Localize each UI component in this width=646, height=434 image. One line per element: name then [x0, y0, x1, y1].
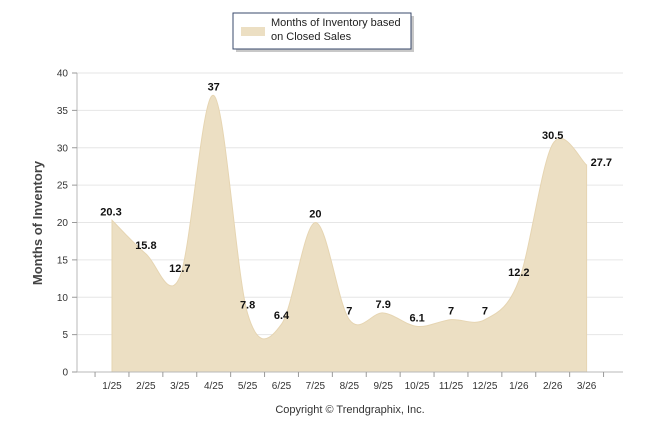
y-axis-label: Months of Inventory [30, 160, 45, 285]
data-label: 30.5 [542, 130, 563, 142]
x-tick-label: 4/25 [204, 381, 224, 392]
x-tick-label: 5/25 [238, 381, 258, 392]
x-tick-label: 12/25 [472, 381, 497, 392]
copyright-footer: Copyright © Trendgraphix, Inc. [275, 404, 424, 416]
area-series-path[interactable] [111, 94, 588, 373]
data-label: 6.1 [409, 312, 424, 324]
x-tick-label: 1/26 [509, 381, 529, 392]
y-tick-label: 0 [62, 368, 68, 379]
data-label: 7 [448, 306, 454, 318]
y-tick-label: 35 [57, 106, 69, 117]
x-tick-label: 6/25 [272, 381, 292, 392]
x-tick-label: 11/25 [439, 381, 464, 392]
data-label: 12.7 [169, 263, 190, 275]
data-label: 20.3 [100, 206, 121, 218]
legend-label-line-2: on Closed Sales [271, 31, 352, 43]
x-tick-label: 2/25 [136, 381, 156, 392]
data-label: 27.7 [591, 157, 612, 169]
data-label: 15.8 [135, 240, 156, 252]
y-tick-label: 15 [57, 255, 69, 266]
x-axis-ticks: 1/25 2/25 3/25 4/25 5/25 6/25 7/25 8/25 9/25 10/2… [94, 372, 605, 392]
data-label: 20 [309, 209, 321, 221]
data-label: 7.8 [240, 300, 255, 312]
x-tick-label: 1/25 [102, 381, 122, 392]
data-label: 7 [346, 306, 352, 318]
x-tick-label: 9/25 [373, 381, 393, 392]
x-tick-label: 3/26 [577, 381, 597, 392]
legend-swatch [241, 27, 265, 36]
x-tick-label: 7/25 [306, 381, 326, 392]
y-tick-label: 40 [57, 69, 69, 80]
y-tick-label: 20 [57, 218, 69, 229]
y-axis-ticks: 0 5 10 15 20 25 30 35 40 [57, 69, 77, 379]
data-label: 37 [208, 81, 220, 93]
y-tick-label: 30 [57, 143, 69, 154]
x-tick-label: 2/26 [543, 381, 563, 392]
area-series [111, 94, 588, 373]
x-tick-label: 8/25 [340, 381, 360, 392]
y-tick-label: 10 [57, 293, 69, 304]
legend[interactable]: Months of Inventory based on Closed Sale… [232, 12, 414, 52]
data-label: 6.4 [274, 310, 290, 322]
data-label: 7.9 [376, 299, 391, 311]
x-tick-label: 10/25 [405, 381, 430, 392]
data-labels: 20.3 15.8 12.7 37 7.8 6.4 20 7 7.9 6.1 7 7 12.2 30.5 2… [100, 81, 612, 324]
data-label: 7 [482, 306, 488, 318]
legend-label-line-1: Months of Inventory based [271, 17, 401, 29]
data-label: 12.2 [508, 267, 529, 279]
y-tick-label: 25 [57, 181, 69, 192]
x-tick-label: 3/25 [170, 381, 190, 392]
y-tick-label: 5 [62, 330, 68, 341]
